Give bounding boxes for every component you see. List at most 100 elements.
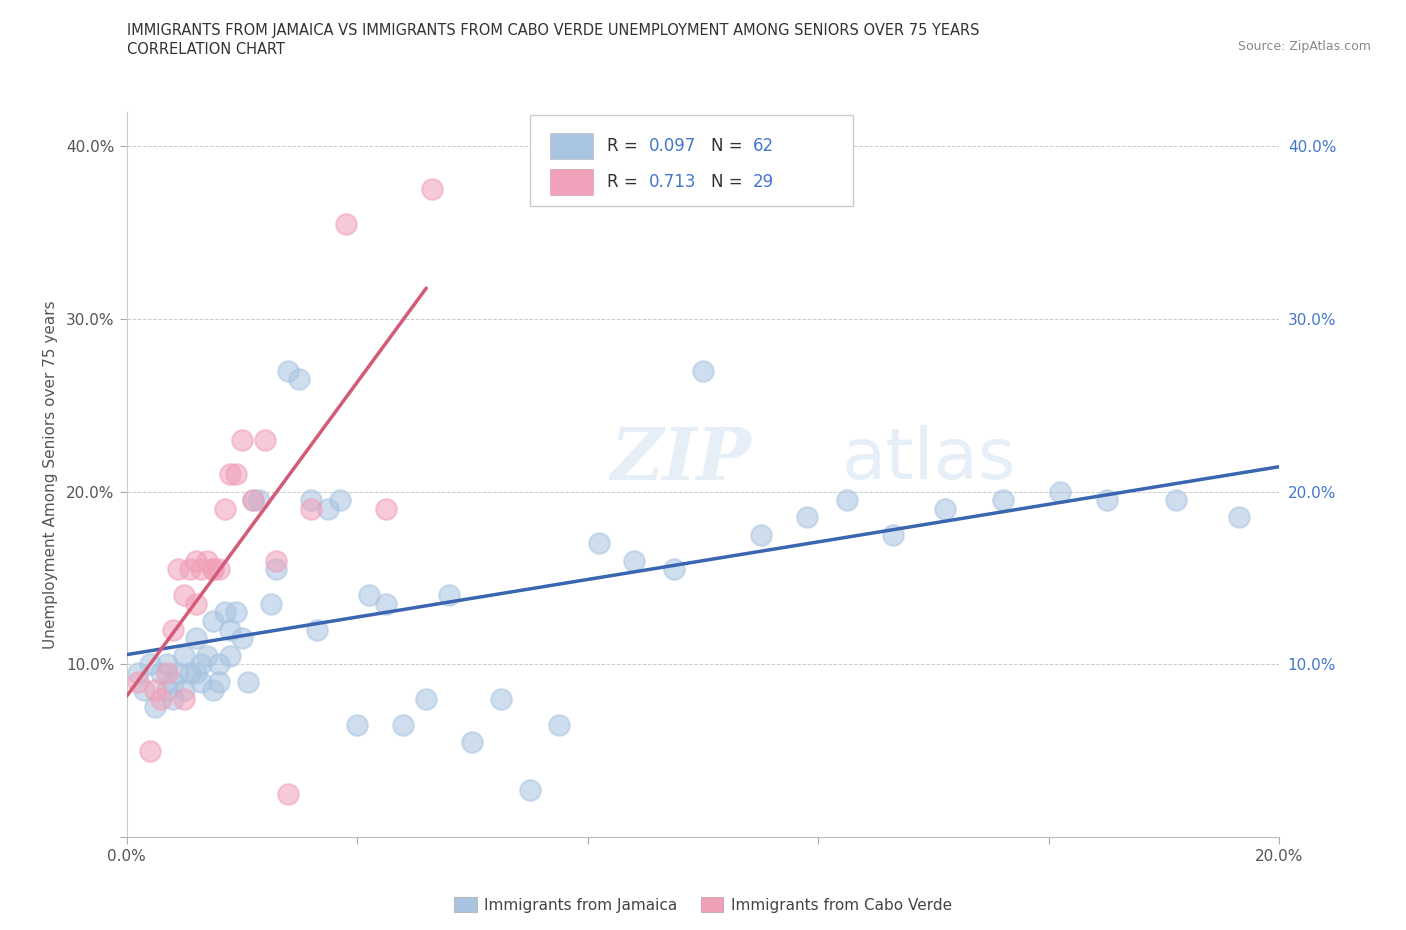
Point: [173, 648, 195, 663]
Point: [214, 605, 236, 620]
Point: [242, 493, 264, 508]
Point: [1095, 493, 1118, 508]
Point: [190, 562, 212, 577]
Point: [127, 674, 149, 689]
Point: [225, 605, 247, 620]
Point: [184, 553, 207, 568]
Point: [138, 743, 160, 758]
Legend: Immigrants from Jamaica, Immigrants from Cabo Verde: Immigrants from Jamaica, Immigrants from…: [454, 897, 952, 912]
Point: [184, 596, 207, 611]
Text: atlas: atlas: [841, 425, 1015, 494]
Point: [242, 493, 264, 508]
Point: [190, 674, 212, 689]
Point: [195, 553, 218, 568]
Point: [225, 467, 247, 482]
Point: [162, 622, 184, 637]
Point: [346, 717, 368, 732]
Point: [439, 588, 461, 603]
Point: [266, 562, 288, 577]
Point: [156, 666, 179, 681]
Point: [190, 657, 212, 671]
Point: [329, 493, 352, 508]
Point: [184, 666, 207, 681]
Point: [796, 510, 818, 525]
Point: [231, 432, 253, 447]
Point: [173, 683, 195, 698]
Point: [150, 666, 173, 681]
Point: [253, 432, 276, 447]
Point: [588, 536, 610, 551]
Point: [299, 501, 322, 516]
Text: N =: N =: [711, 138, 748, 155]
Text: 0.097: 0.097: [648, 138, 696, 155]
Point: [934, 501, 956, 516]
Point: [231, 631, 253, 645]
Point: [259, 596, 281, 611]
Text: ZIP: ZIP: [610, 424, 752, 496]
Point: [277, 787, 299, 802]
Point: [420, 182, 443, 197]
Point: [202, 683, 225, 698]
Point: [318, 501, 340, 516]
Point: [219, 622, 242, 637]
Point: [162, 674, 184, 689]
Point: [202, 562, 225, 577]
Point: [167, 562, 190, 577]
Point: [145, 700, 166, 715]
Point: [195, 648, 218, 663]
Point: [162, 691, 184, 706]
Point: [305, 622, 328, 637]
Text: IMMIGRANTS FROM JAMAICA VS IMMIGRANTS FROM CABO VERDE UNEMPLOYMENT AMONG SENIORS: IMMIGRANTS FROM JAMAICA VS IMMIGRANTS FR…: [127, 23, 979, 38]
Text: CORRELATION CHART: CORRELATION CHART: [127, 42, 284, 57]
Point: [835, 493, 858, 508]
Point: [299, 493, 322, 508]
Text: R =: R =: [607, 173, 644, 191]
Point: [1227, 510, 1250, 525]
Point: [664, 562, 686, 577]
Point: [392, 717, 415, 732]
Point: [156, 683, 179, 698]
Point: [415, 691, 437, 706]
Point: [288, 372, 311, 387]
Point: [202, 614, 225, 629]
Text: N =: N =: [711, 173, 748, 191]
FancyBboxPatch shape: [550, 133, 593, 159]
Point: [236, 674, 259, 689]
Point: [127, 666, 149, 681]
Point: [692, 364, 714, 379]
Point: [173, 691, 195, 706]
Point: [1049, 485, 1071, 499]
Point: [132, 683, 155, 698]
Point: [208, 657, 231, 671]
Point: [219, 648, 242, 663]
Point: [202, 562, 225, 577]
Point: [374, 501, 398, 516]
Point: [150, 691, 173, 706]
Point: [623, 553, 645, 568]
Point: [184, 631, 207, 645]
Text: R =: R =: [607, 138, 644, 155]
Point: [277, 364, 299, 379]
Point: [991, 493, 1014, 508]
Point: [1164, 493, 1187, 508]
Point: [173, 588, 195, 603]
Text: 62: 62: [752, 138, 773, 155]
Point: [266, 553, 288, 568]
Point: [145, 683, 166, 698]
Point: [548, 717, 571, 732]
Point: [167, 666, 190, 681]
Y-axis label: Unemployment Among Seniors over 75 years: Unemployment Among Seniors over 75 years: [44, 300, 58, 648]
Text: 29: 29: [752, 173, 773, 191]
Point: [208, 674, 231, 689]
Point: [138, 657, 160, 671]
Point: [214, 501, 236, 516]
Point: [335, 217, 357, 232]
Point: [374, 596, 398, 611]
Point: [749, 527, 772, 542]
Point: [247, 493, 270, 508]
Point: [357, 588, 380, 603]
Point: [208, 562, 231, 577]
Point: [219, 467, 242, 482]
Point: [489, 691, 512, 706]
Point: [156, 657, 179, 671]
